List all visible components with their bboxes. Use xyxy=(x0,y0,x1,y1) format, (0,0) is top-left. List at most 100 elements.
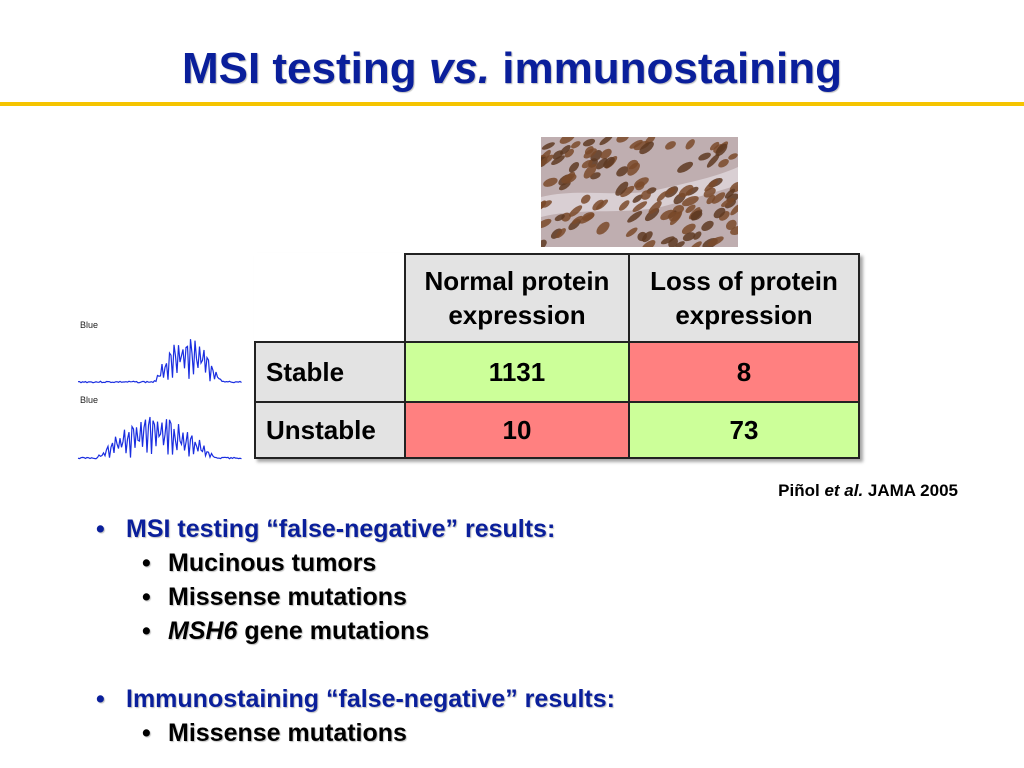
column-header-normal-line1: Normal protein xyxy=(424,266,610,296)
histology-nucleus xyxy=(648,200,662,215)
citation-etal: et al. xyxy=(824,481,864,500)
histology-nucleus xyxy=(551,155,565,166)
table-corner-cell xyxy=(254,253,406,343)
histology-nucleus xyxy=(730,203,738,216)
cell-stable-normal: 1131 xyxy=(404,341,630,403)
slide-title: MSI testing vs. immunostaining xyxy=(0,44,1024,94)
bullet-msi-item-2: • Missense mutations xyxy=(96,580,976,614)
histology-nucleus xyxy=(616,137,629,143)
trace-label-top: Blue xyxy=(80,320,99,330)
histology-nucleus xyxy=(625,227,638,237)
histology-nucleus xyxy=(558,181,571,191)
histology-nucleus xyxy=(711,192,726,204)
column-header-loss: Loss of protein expression xyxy=(628,253,860,343)
histology-nucleus xyxy=(678,184,694,198)
histology-nucleus xyxy=(600,148,612,159)
bullet-ihc-heading: • Immunostaining “false-negative” results… xyxy=(96,682,976,716)
histology-nucleus xyxy=(632,201,648,212)
bullet-dot: • xyxy=(142,617,151,645)
histology-nucleus xyxy=(640,190,651,200)
histology-nucleus xyxy=(728,153,738,160)
histology-nucleus xyxy=(701,220,714,232)
bullet-dot: • xyxy=(96,685,105,713)
column-header-loss-line1: Loss of protein xyxy=(650,266,838,296)
histology-nucleus xyxy=(641,240,656,247)
histology-nucleus xyxy=(682,196,699,207)
histology-nucleus xyxy=(582,212,595,221)
table-row: Stable 1131 8 xyxy=(254,341,860,403)
histology-nucleus xyxy=(660,209,675,221)
histology-nucleus xyxy=(707,236,724,247)
histology-nucleus xyxy=(666,187,676,195)
histology-nucleus xyxy=(541,142,555,150)
histology-nucleus xyxy=(541,218,552,229)
histology-image xyxy=(541,137,738,247)
histology-nucleus xyxy=(725,219,737,230)
histology-nucleus xyxy=(618,200,630,211)
histology-nucleus xyxy=(633,141,650,151)
bullet-ihc-item-1-text: Missense mutations xyxy=(168,719,407,747)
histology-nucleus xyxy=(681,223,696,235)
histology-nucleus xyxy=(603,156,615,169)
cell-unstable-normal: 10 xyxy=(404,401,630,459)
bullet-list: • MSI testing “false-negative” results: •… xyxy=(96,512,976,750)
histology-nucleus xyxy=(665,141,676,150)
table-row: Unstable 10 73 xyxy=(254,401,860,459)
histology-nucleus xyxy=(541,200,552,208)
bullet-msi-item-3-text: gene mutations xyxy=(237,617,430,645)
histology-nucleus xyxy=(583,164,597,179)
bullet-ihc-heading-text: Immunostaining “false-negative” results: xyxy=(126,685,615,713)
histology-nucleus xyxy=(596,158,608,170)
histology-nucleus xyxy=(637,231,647,242)
histology-nucleus xyxy=(718,159,729,168)
trace-line-top xyxy=(77,339,242,384)
histology-nucleus xyxy=(543,177,558,187)
histology-nucleus xyxy=(693,231,702,240)
histology-nucleus xyxy=(715,143,728,157)
bullet-msi-item-3: • MSH6 gene mutations xyxy=(96,614,976,648)
citation-source: JAMA 2005 xyxy=(863,481,958,500)
histology-nucleus xyxy=(703,187,716,198)
histology-nucleus xyxy=(721,198,735,207)
histology-nucleus xyxy=(581,159,593,169)
histology-nucleus xyxy=(685,139,695,150)
histology-stain-graphic xyxy=(541,137,738,247)
histology-nucleus xyxy=(582,138,596,147)
citation-author: Piñol xyxy=(778,481,825,500)
histology-nucleus xyxy=(706,195,716,205)
histology-nucleus xyxy=(569,205,583,217)
bullet-msi-item-1: • Mucinous tumors xyxy=(96,546,976,580)
histology-nucleus xyxy=(615,181,629,196)
bullet-spacer xyxy=(96,648,976,682)
histology-nucleus xyxy=(554,214,565,222)
electropherogram-graphic xyxy=(77,339,242,460)
histology-nucleus xyxy=(669,211,681,222)
histology-nucleus xyxy=(555,228,566,239)
histology-nucleus xyxy=(599,137,613,146)
histology-nucleus xyxy=(660,236,675,245)
column-header-normal-line2: expression xyxy=(448,300,586,330)
cell-unstable-loss: 73 xyxy=(628,401,860,459)
bullet-msi-item-3-italic: MSH6 xyxy=(168,617,238,645)
histology-nucleus xyxy=(690,241,702,247)
histology-nucleus xyxy=(559,137,575,144)
bullet-dot: • xyxy=(142,549,151,577)
histology-nucleus xyxy=(568,162,580,173)
msi-ihc-table: Normal protein expression Loss of protei… xyxy=(254,253,860,459)
bullet-msi-item-1-text: Mucinous tumors xyxy=(168,549,377,577)
histology-nucleus xyxy=(571,215,583,225)
histology-nucleus xyxy=(632,194,643,203)
title-italic-vs: vs. xyxy=(428,44,491,93)
histology-nucleus xyxy=(639,141,654,155)
title-underline-rule xyxy=(0,102,1024,106)
bullet-dot: • xyxy=(142,719,151,747)
histology-nucleus xyxy=(724,188,736,199)
histology-nucleus xyxy=(706,153,720,168)
histology-nucleus xyxy=(541,239,547,247)
bullet-dot: • xyxy=(96,515,105,543)
histology-nucleus xyxy=(627,210,643,223)
histology-nucleus xyxy=(560,144,571,155)
title-part-1: MSI testing xyxy=(181,44,429,93)
histology-nucleus xyxy=(580,194,591,204)
histology-nucleus xyxy=(633,177,649,188)
